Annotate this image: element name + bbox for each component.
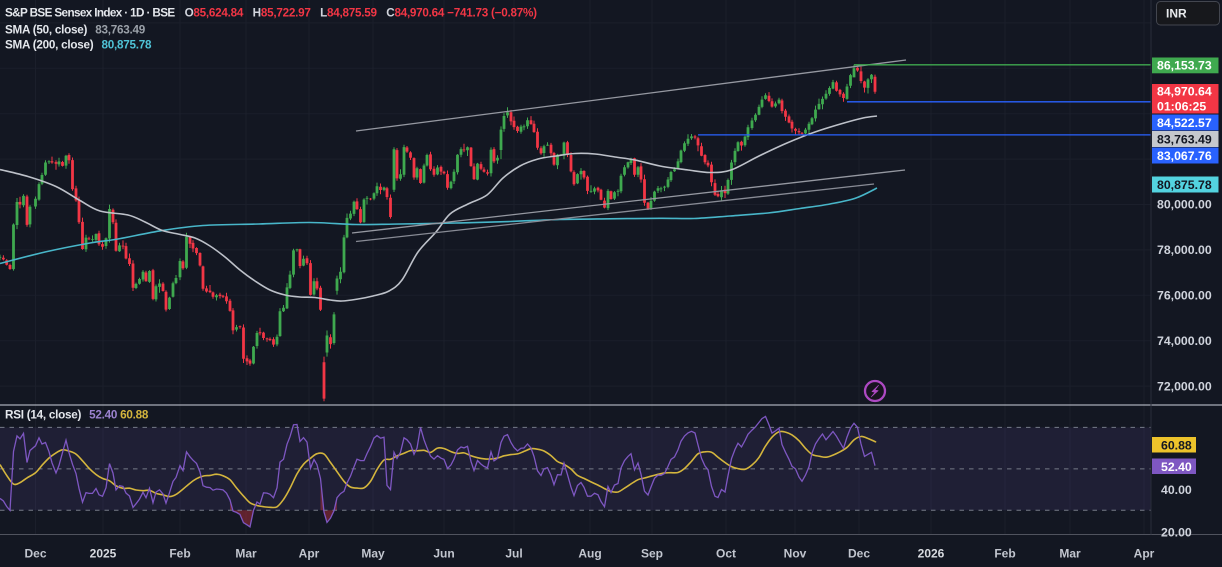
- svg-text:Feb: Feb: [169, 547, 190, 561]
- svg-text:May: May: [361, 547, 385, 561]
- svg-text:INR: INR: [1166, 7, 1187, 21]
- svg-text:2025: 2025: [90, 547, 117, 561]
- svg-text:72,000.00: 72,000.00: [1157, 379, 1212, 393]
- svg-text:80,875.78: 80,875.78: [1157, 178, 1212, 192]
- svg-text:Dec: Dec: [24, 547, 46, 561]
- svg-text:83,067.76: 83,067.76: [1157, 149, 1212, 163]
- svg-text:Oct: Oct: [716, 547, 736, 561]
- svg-text:Nov: Nov: [784, 547, 807, 561]
- svg-text:Sep: Sep: [641, 547, 663, 561]
- svg-text:84,522.57: 84,522.57: [1157, 116, 1212, 130]
- svg-text:40.00: 40.00: [1161, 483, 1192, 497]
- svg-text:RSI (14, close) 52.40 60.88: RSI (14, close) 52.40 60.88: [5, 409, 149, 422]
- svg-text:86,153.73: 86,153.73: [1157, 59, 1212, 73]
- svg-text:83,763.49: 83,763.49: [1157, 132, 1212, 146]
- svg-text:74,000.00: 74,000.00: [1157, 334, 1212, 348]
- svg-text:Apr: Apr: [299, 547, 320, 561]
- svg-text:Mar: Mar: [1059, 547, 1081, 561]
- svg-text:76,000.00: 76,000.00: [1157, 289, 1212, 303]
- svg-text:Mar: Mar: [235, 547, 257, 561]
- svg-text:01:06:25: 01:06:25: [1157, 99, 1206, 113]
- svg-text:Aug: Aug: [578, 547, 601, 561]
- svg-text:80,000.00: 80,000.00: [1157, 198, 1212, 212]
- svg-text:Feb: Feb: [994, 547, 1015, 561]
- svg-text:S&P BSE Sensex Index · 1D · BS: S&P BSE Sensex Index · 1D · BSE O85,624.…: [5, 7, 537, 20]
- svg-text:Jul: Jul: [505, 547, 522, 561]
- svg-text:Jun: Jun: [433, 547, 454, 561]
- svg-text:52.40: 52.40: [1161, 460, 1192, 474]
- svg-text:Dec: Dec: [848, 547, 870, 561]
- svg-text:SMA (50, close) 83,763.49: SMA (50, close) 83,763.49: [5, 24, 146, 37]
- svg-text:20.00: 20.00: [1161, 526, 1192, 540]
- svg-text:Apr: Apr: [1134, 547, 1155, 561]
- svg-text:78,000.00: 78,000.00: [1157, 243, 1212, 257]
- svg-text:2026: 2026: [918, 547, 945, 561]
- svg-text:60.88: 60.88: [1161, 438, 1192, 452]
- svg-text:84,970.64: 84,970.64: [1157, 85, 1212, 99]
- svg-text:SMA (200, close) 80,875.78: SMA (200, close) 80,875.78: [5, 39, 152, 52]
